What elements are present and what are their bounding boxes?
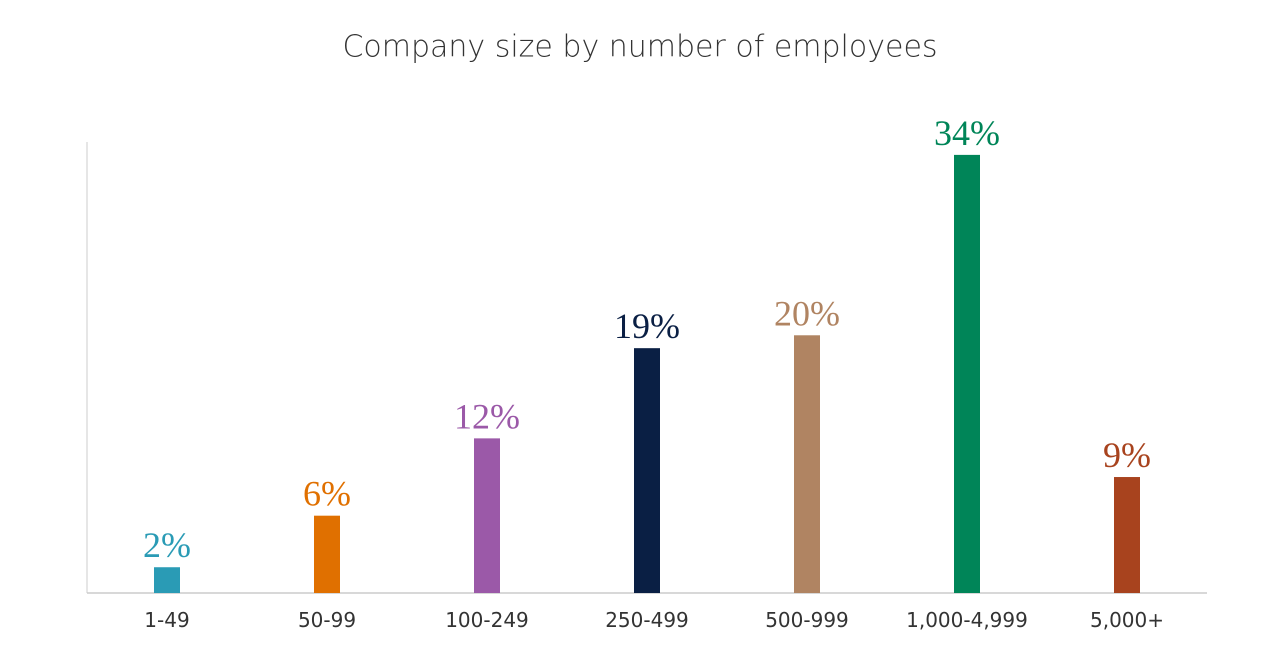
x-tick-label: 500-999 bbox=[765, 608, 849, 632]
value-label: 2% bbox=[143, 525, 191, 565]
bar bbox=[634, 348, 660, 593]
bar bbox=[474, 438, 500, 593]
bar bbox=[954, 154, 980, 593]
x-tick-label: 1-49 bbox=[144, 608, 189, 632]
value-label: 34% bbox=[934, 113, 1000, 153]
x-tick-label: 100-249 bbox=[445, 608, 529, 632]
chart-title: Company size by number of employees bbox=[342, 30, 937, 65]
value-label: 12% bbox=[454, 396, 520, 436]
x-tick-label: 50-99 bbox=[298, 608, 356, 632]
x-tick-label: 5,000+ bbox=[1090, 608, 1164, 632]
value-label: 6% bbox=[303, 474, 351, 514]
x-tick-label: 1,000-4,999 bbox=[906, 608, 1028, 632]
value-label: 9% bbox=[1103, 435, 1151, 475]
bar bbox=[794, 335, 820, 593]
bar bbox=[154, 567, 180, 593]
value-label: 20% bbox=[774, 293, 840, 333]
x-tick-label: 250-499 bbox=[605, 608, 689, 632]
value-label: 19% bbox=[614, 306, 680, 346]
bar bbox=[314, 515, 340, 593]
bar bbox=[1114, 477, 1140, 593]
